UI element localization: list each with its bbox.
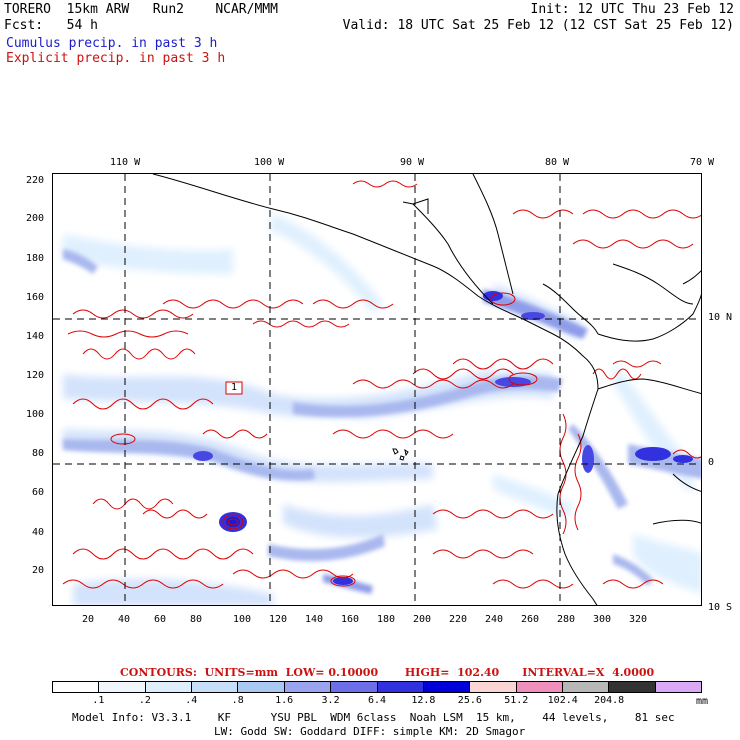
y-tick-label: 180	[26, 253, 45, 264]
y-tick-label: 20	[32, 565, 45, 576]
lat-label: 10 S	[708, 602, 733, 613]
colorbar-label: 1.6	[275, 695, 294, 706]
x-tick-label: 260	[521, 614, 540, 625]
x-tick-label: 160	[341, 614, 360, 625]
colorbar-segment	[145, 682, 193, 692]
x-tick-label: 200	[413, 614, 432, 625]
colorbar-segment	[470, 682, 517, 692]
colorbar-unit: mm	[696, 696, 709, 707]
y-tick-label: 100	[26, 409, 45, 420]
physics-info: LW: Godd SW: Goddard DIFF: simple KM: 2D…	[214, 725, 526, 738]
colorbar-segment	[53, 682, 100, 692]
colorbar-label: 12.8	[411, 695, 436, 706]
lon-label: 80 W	[545, 157, 570, 168]
precip-colorbar	[52, 681, 702, 693]
colorbar-label: 204.8	[594, 695, 625, 706]
precip-map: 1	[52, 173, 702, 606]
x-tick-label: 60	[154, 614, 167, 625]
y-tick-label: 160	[26, 292, 45, 303]
colorbar-segment	[238, 682, 285, 692]
x-tick-label: 180	[377, 614, 396, 625]
lon-label: 70 W	[690, 157, 715, 168]
model-title: TORERO 15km ARW Run2 NCAR/MMM	[4, 2, 278, 17]
x-tick-label: 140	[305, 614, 324, 625]
colorbar-segment	[562, 682, 610, 692]
x-tick-label: 20	[82, 614, 95, 625]
x-tick-label: 80	[190, 614, 203, 625]
lon-label: 110 W	[110, 157, 141, 168]
model-info: Model Info: V3.3.1 KF YSU PBL WDM 6class…	[72, 711, 675, 724]
lat-lon-grid	[53, 174, 701, 605]
y-tick-label: 80	[32, 448, 45, 459]
y-tick-label: 120	[26, 370, 45, 381]
legend-cumulus: Cumulus precip. in past 3 h	[6, 36, 218, 51]
colorbar-segment	[377, 682, 424, 692]
colorbar-label: .4	[185, 695, 198, 706]
valid-time: Valid: 18 UTC Sat 25 Feb 12 (12 CST Sat …	[342, 18, 734, 33]
colorbar-segment	[331, 682, 378, 692]
map-canvas	[53, 174, 701, 605]
colorbar-segment	[192, 682, 239, 692]
colorbar-segment	[99, 682, 146, 692]
colorbar-label: 51.2	[504, 695, 529, 706]
explicit-precip-contours	[62, 180, 701, 589]
y-tick-label: 40	[32, 527, 45, 538]
x-tick-label: 120	[269, 614, 288, 625]
x-tick-label: 100	[233, 614, 252, 625]
colorbar-label: .2	[138, 695, 151, 706]
colorbar-segment	[609, 682, 656, 692]
colorbar-segment	[284, 682, 332, 692]
colorbar-label: 6.4	[367, 695, 387, 706]
x-tick-label: 300	[593, 614, 612, 625]
colorbar-label: .8	[231, 695, 244, 706]
low-marker-label: 1	[231, 382, 238, 393]
x-tick-label: 220	[449, 614, 468, 625]
x-tick-label: 320	[629, 614, 648, 625]
y-tick-label: 200	[26, 213, 45, 224]
colorbar-label: .1	[92, 695, 105, 706]
x-tick-label: 280	[557, 614, 576, 625]
y-tick-label: 140	[26, 331, 45, 342]
forecast-hour: Fcst: 54 h	[4, 18, 98, 33]
colorbar-segment	[516, 682, 563, 692]
init-time: Init: 12 UTC Thu 23 Feb 12	[530, 2, 735, 17]
colorbar-segment	[655, 682, 702, 692]
colorbar-label: 102.4	[547, 695, 578, 706]
colorbar-segment	[423, 682, 471, 692]
x-tick-label: 240	[485, 614, 504, 625]
lon-label: 90 W	[400, 157, 425, 168]
lat-label: 10 N	[708, 312, 733, 323]
low-marker	[225, 381, 243, 395]
contour-info: CONTOURS: UNITS=mm LOW= 0.10000 HIGH= 10…	[120, 666, 655, 679]
colorbar-label: 3.2	[321, 695, 340, 706]
y-tick-label: 60	[32, 487, 45, 498]
x-tick-label: 40	[118, 614, 131, 625]
cumulus-shading-mid	[63, 249, 701, 594]
coastlines	[152, 174, 701, 605]
lon-label: 100 W	[254, 157, 285, 168]
legend-explicit: Explicit precip. in past 3 h	[6, 51, 226, 66]
colorbar-label: 25.6	[457, 695, 482, 706]
y-tick-label: 220	[26, 175, 45, 186]
lat-label: 0	[708, 457, 715, 468]
